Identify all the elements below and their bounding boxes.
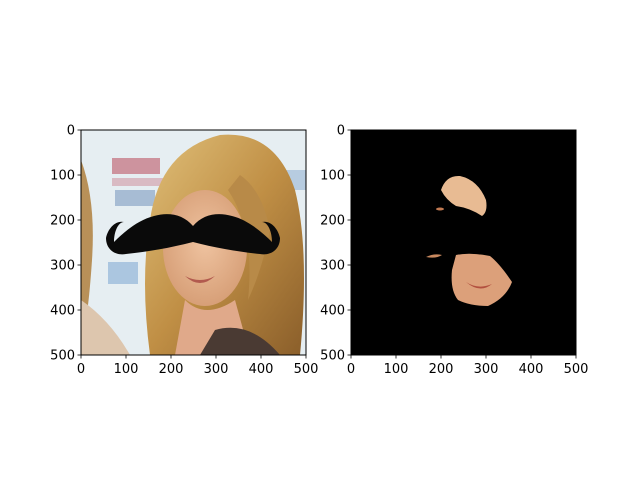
right-y-tick-label: 300	[320, 259, 345, 274]
left-subplot: 0 100 200 300 400 500 0 100 200 300 400 500	[50, 124, 318, 378]
right-y-tick-label: 100	[320, 169, 345, 184]
left-y-tick-label: 300	[50, 259, 75, 274]
left-y-tick-label: 0	[67, 124, 75, 139]
left-x-tick-label: 500	[294, 362, 319, 377]
left-y-tick-label: 500	[50, 349, 75, 364]
right-subplot: 0 100 200 300 400 500 0 100 200 300 400 500	[320, 124, 588, 378]
right-x-axis: 0 100 200 300 400 500	[347, 355, 589, 377]
right-x-tick-label: 200	[429, 362, 454, 377]
right-y-tick-label: 200	[320, 214, 345, 229]
mustache-overlay	[106, 214, 280, 255]
left-y-tick-label: 200	[50, 214, 75, 229]
left-y-tick-label: 100	[50, 169, 75, 184]
right-x-tick-label: 500	[564, 362, 589, 377]
right-x-tick-label: 0	[347, 362, 355, 377]
left-x-tick-label: 0	[77, 362, 85, 377]
left-x-tick-label: 400	[249, 362, 274, 377]
right-y-tick-label: 400	[320, 304, 345, 319]
right-y-axis: 0 100 200 300 400 500	[320, 124, 351, 364]
left-x-tick-label: 200	[159, 362, 184, 377]
left-x-tick-label: 300	[204, 362, 229, 377]
right-axes-frame	[350, 129, 577, 356]
right-y-tick-label: 500	[320, 349, 345, 364]
left-y-tick-label: 400	[50, 304, 75, 319]
right-y-tick-label: 0	[337, 124, 345, 139]
left-x-axis: 0 100 200 300 400 500	[77, 355, 319, 377]
right-x-tick-label: 300	[474, 362, 499, 377]
left-axes-frame	[80, 129, 307, 356]
right-x-tick-label: 100	[384, 362, 409, 377]
right-x-tick-label: 400	[519, 362, 544, 377]
mask-image	[351, 130, 576, 355]
left-x-tick-label: 100	[114, 362, 139, 377]
left-y-axis: 0 100 200 300 400 500	[50, 124, 81, 364]
